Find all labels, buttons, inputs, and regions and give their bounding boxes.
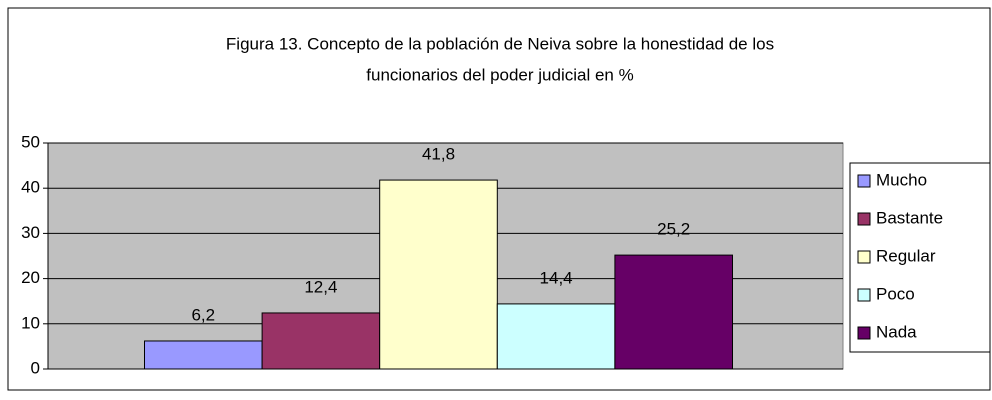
bar xyxy=(379,179,498,370)
chart-title: funcionarios del poder judicial en % xyxy=(366,65,633,84)
y-tick-label: 50 xyxy=(21,132,40,151)
data-label: 6,2 xyxy=(191,305,215,324)
legend xyxy=(849,162,991,353)
legend-label: Regular xyxy=(876,246,936,265)
legend-label: Nada xyxy=(876,322,917,341)
y-tick-label: 40 xyxy=(21,178,40,197)
y-tick-label: 10 xyxy=(21,313,40,332)
legend-swatch xyxy=(857,288,871,302)
chart-title: Figura 13. Concepto de la población de N… xyxy=(226,34,774,53)
bar xyxy=(144,340,263,370)
y-tick-label: 20 xyxy=(21,268,40,287)
data-label: 12,4 xyxy=(304,277,337,296)
bar xyxy=(261,312,381,370)
legend-swatch xyxy=(857,326,871,340)
legend-swatch xyxy=(857,174,871,188)
bar xyxy=(614,254,734,370)
y-tick-label: 30 xyxy=(21,223,40,242)
legend-swatch xyxy=(857,212,871,226)
data-label: 14,4 xyxy=(540,268,573,287)
legend-label: Poco xyxy=(876,284,915,303)
legend-swatch xyxy=(857,250,871,264)
data-label: 41,8 xyxy=(422,145,455,164)
y-tick-label: 0 xyxy=(31,358,40,377)
bar xyxy=(496,303,616,370)
legend-label: Mucho xyxy=(876,170,927,189)
legend-label: Bastante xyxy=(876,208,943,227)
data-label: 25,2 xyxy=(657,220,690,239)
